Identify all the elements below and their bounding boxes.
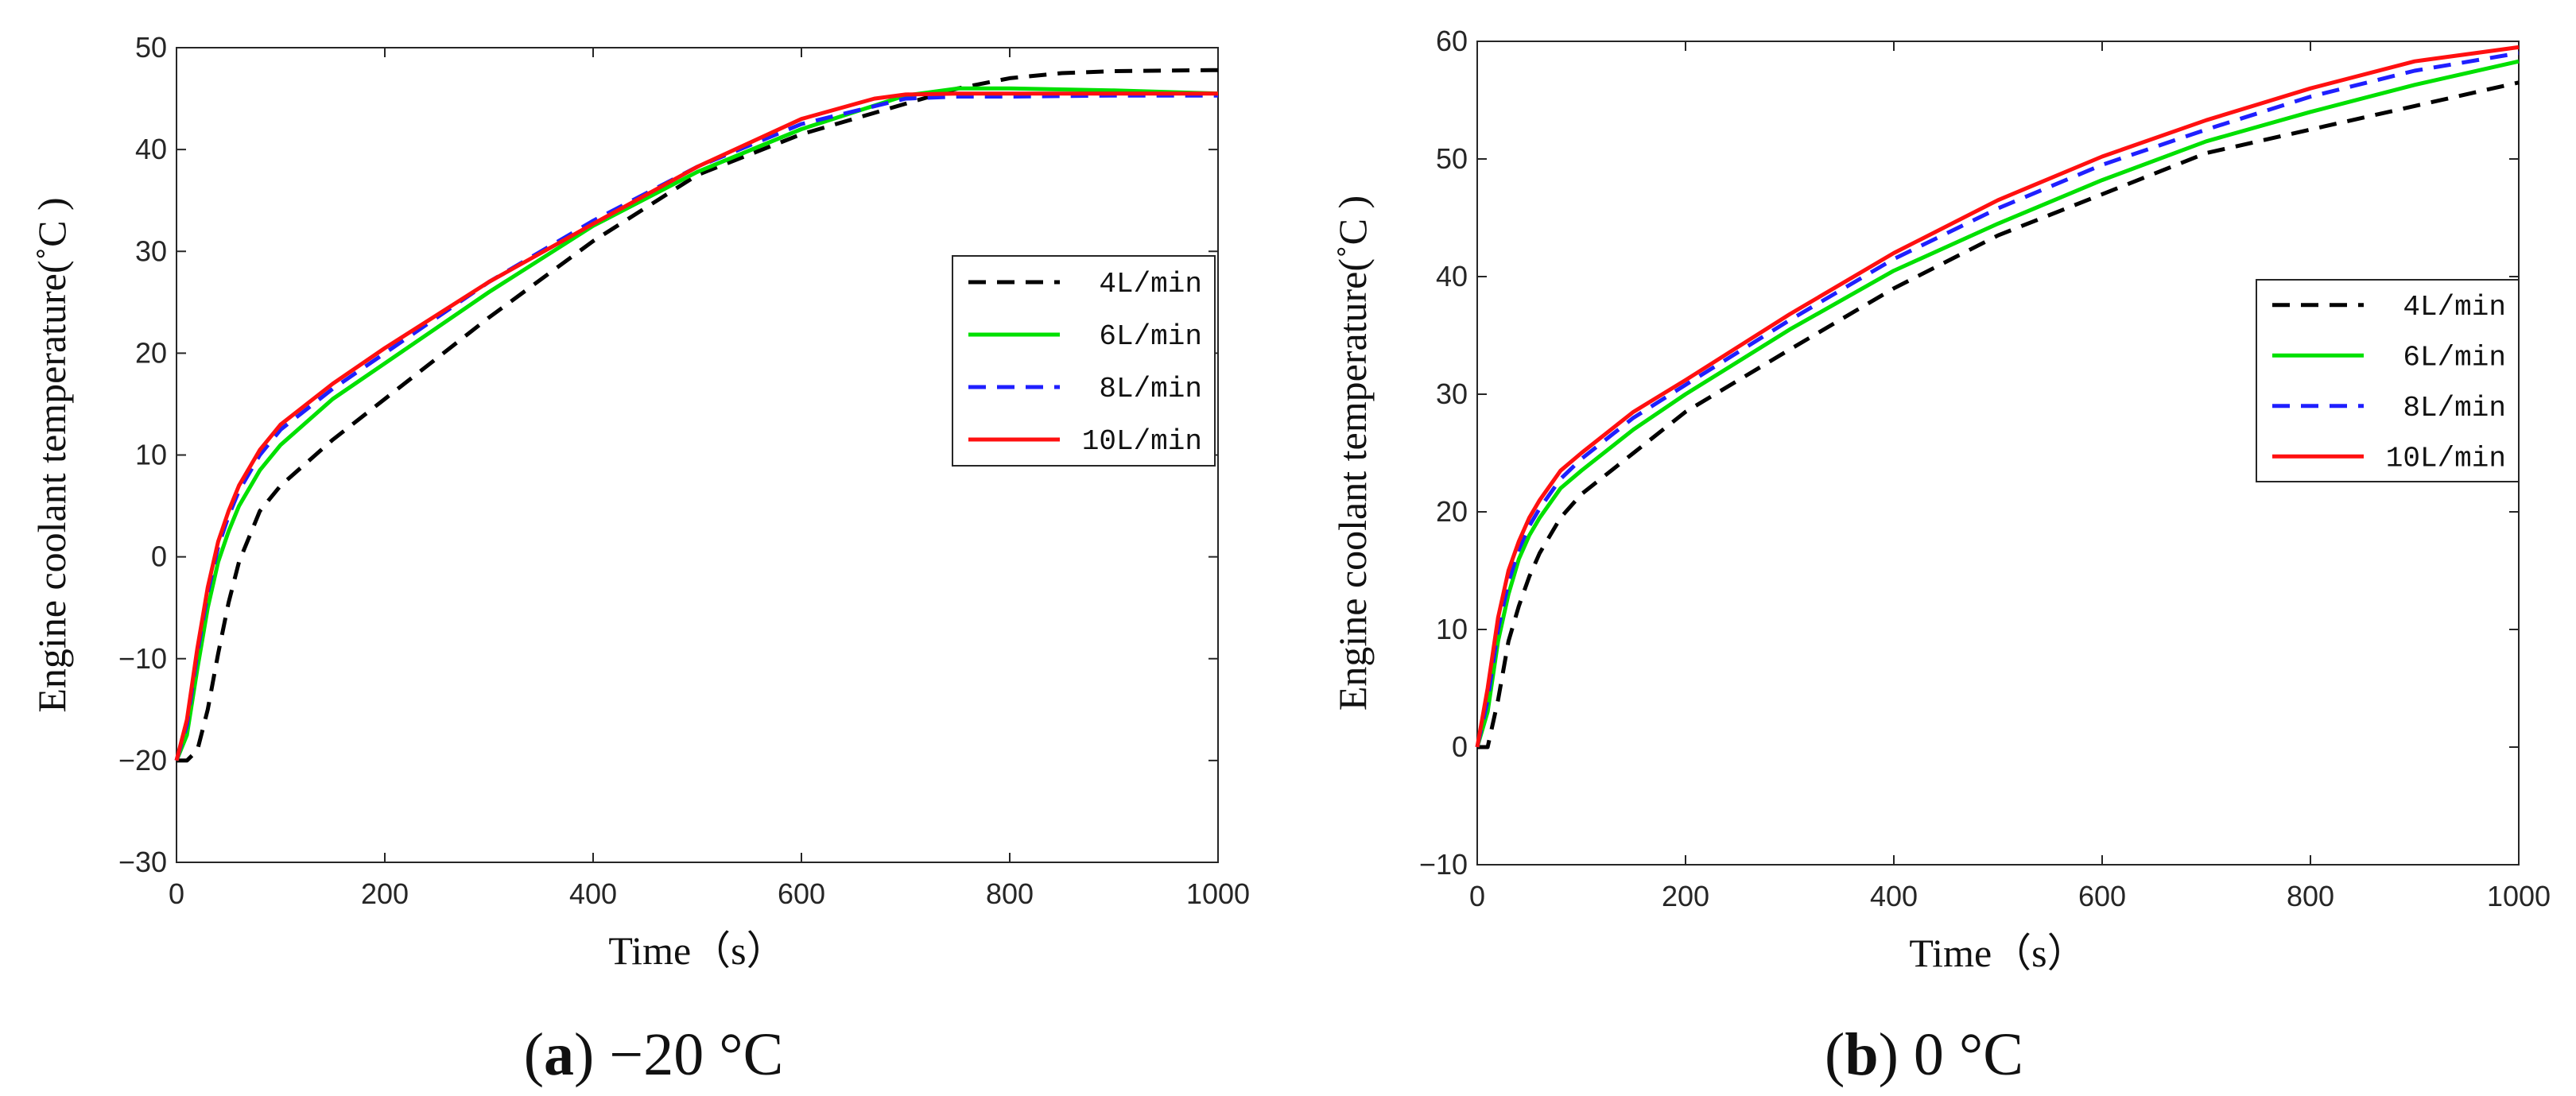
legend-item-label: 6L/min [1099,320,1202,353]
series-line-10l-min [174,91,1218,761]
series-line-4l-min [177,68,1219,763]
caption-b: (b) 0 °C [1825,1021,2023,1088]
x-axis-label: Time（s） [1909,931,2086,975]
x-tick-label: 1000 [1186,877,1250,910]
caption-close-paren: ) [1879,1021,1899,1088]
legend-item-label: 4L/min [1099,268,1202,300]
x-tick-label: 800 [2287,880,2334,912]
y-tick-label: 50 [135,31,167,64]
series-line-8l-min [1475,51,2520,748]
legend-item-label: 8L/min [2403,392,2506,424]
caption-text: −20 °C [594,1021,783,1088]
y-tick-label: 0 [151,540,167,573]
x-tick-label: 0 [169,877,184,910]
legend-item-label: 8L/min [1099,373,1202,405]
legend: 4L/min 6L/min 8L/min 10L/min [2256,279,2520,482]
y-tick-label: 60 [1436,25,1468,57]
y-axis-ticks: −10 0 10 20 30 40 50 60 [1419,25,2519,881]
y-tick-label: 20 [135,336,167,369]
legend-item-label: 10L/min [1082,425,1202,458]
x-axis-label: Time（s） [608,928,786,973]
caption-text: 0 °C [1899,1021,2023,1088]
y-tick-label: 0 [1452,730,1468,763]
y-tick-label: 40 [135,133,167,165]
y-tick-label: 50 [1436,142,1468,175]
legend-box [952,255,1216,467]
y-tick-label: 30 [135,234,167,267]
caption-close-paren: ) [574,1021,594,1088]
series-line-4l-min [1477,80,2520,749]
y-tick-label: 10 [135,439,167,471]
legend-item-label: 10L/min [2386,442,2506,474]
caption-letter: a [544,1021,574,1088]
y-tick-label: 30 [1436,378,1468,410]
x-tick-label: 400 [1870,880,1918,912]
y-tick-label: −20 [118,744,167,776]
y-tick-label: −10 [118,642,167,675]
x-tick-label: 1000 [2487,880,2551,912]
y-axis-ticks: −30 −20 −10 0 10 20 30 40 50 [118,31,1218,878]
legend-item-label: 4L/min [2403,291,2506,323]
series-lines [1475,45,2520,749]
caption-letter: b [1845,1021,1878,1088]
y-axis-label: Engine coolant temperature(˚C ) [1330,196,1375,711]
y-tick-label: 20 [1436,495,1468,528]
x-tick-label: 600 [2078,880,2126,912]
legend-box [2256,279,2520,482]
legend: 4L/min 6L/min 8L/min 10L/min [952,255,1216,467]
x-tick-label: 400 [569,877,617,910]
legend-item-label: 6L/min [2403,341,2506,374]
y-tick-label: −10 [1419,848,1468,881]
caption-open-paren: ( [1825,1021,1845,1088]
x-tick-label: 200 [1662,880,1709,912]
series-line-10l-min [1475,45,2520,748]
x-tick-label: 600 [778,877,825,910]
chart-panel-a: −30 −20 −10 0 10 20 30 40 50 0 200 400 600 800 1000 T… [29,31,1250,973]
series-lines [174,68,1219,763]
y-tick-label: 10 [1436,613,1468,645]
y-axis-label: Engine coolant temperature(˚C ) [29,197,74,712]
x-axis-ticks: 0 200 400 600 800 1000 [1469,41,2551,912]
x-axis-ticks: 0 200 400 600 800 1000 [169,48,1250,910]
x-tick-label: 200 [361,877,409,910]
x-tick-label: 0 [1469,880,1485,912]
caption-a: (a) −20 °C [524,1021,784,1088]
x-tick-label: 800 [986,877,1034,910]
y-tick-label: 40 [1436,260,1468,292]
series-line-6l-min [1475,59,2520,748]
y-tick-label: −30 [118,846,167,878]
series-line-6l-min [174,86,1219,761]
caption-open-paren: ( [524,1021,544,1088]
